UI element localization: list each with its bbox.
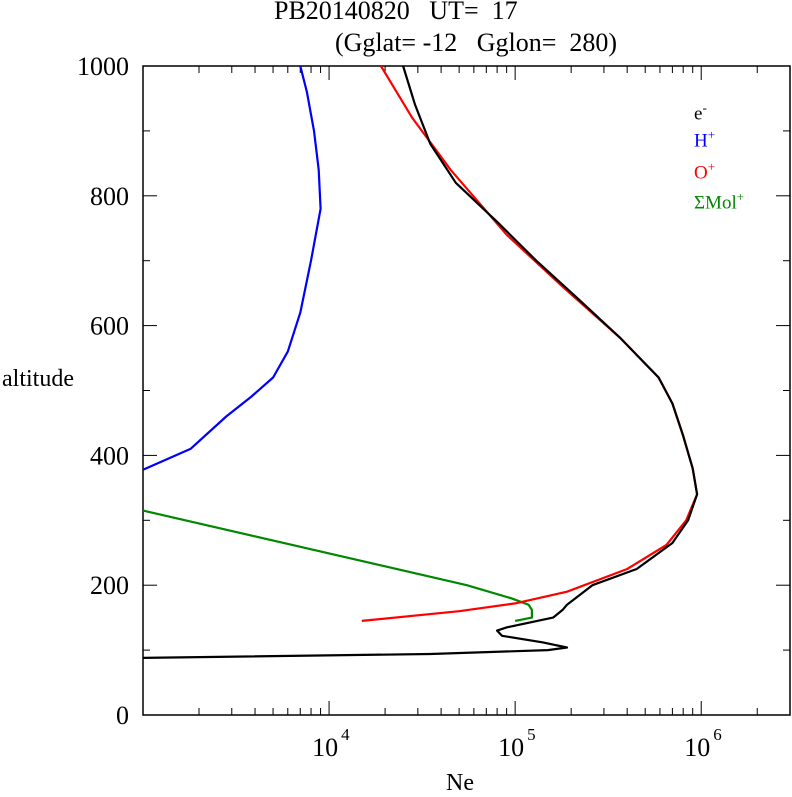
chart-title-line2: (Gglat= -12 Gglon= 280)	[335, 28, 618, 57]
y-tick-label: 600	[90, 312, 129, 341]
x-tick-label-exponent: 6	[713, 725, 722, 744]
x-axis-ticks: 10 4 10 5 10 6	[142, 66, 791, 762]
legend-entry-hydrogen-ion: H+	[694, 127, 715, 152]
series-line-electron	[142, 65, 699, 659]
x-tick-label-exponent: 5	[527, 725, 536, 744]
legend-entry-electron: e-	[694, 100, 707, 125]
y-tick-label: 800	[90, 182, 129, 211]
legend-label-superscript: +	[707, 127, 716, 142]
y-tick-label: 400	[90, 441, 129, 470]
series-line-molecular-ions	[142, 509, 534, 622]
y-tick-label: 200	[90, 571, 129, 600]
legend-entry-molecular-ions: ΣMol+	[694, 189, 744, 214]
x-tick-label: 10	[312, 733, 338, 762]
y-tick-label: 0	[116, 701, 129, 730]
y-axis-ticks: 0 200 400 600 800 1000	[77, 52, 790, 730]
legend-label-superscript: +	[736, 189, 745, 204]
legend-label-superscript: -	[702, 100, 707, 115]
series-line-hydrogen-ion	[142, 65, 322, 471]
legend-label: H	[694, 130, 708, 152]
y-tick-label: 1000	[77, 52, 129, 81]
legend-label: e	[694, 103, 703, 125]
x-tick-label: 10	[498, 733, 524, 762]
chart-title-line1: PB20140820 UT= 17	[274, 0, 518, 25]
series-lines	[142, 65, 699, 659]
x-axis-label: Ne	[446, 770, 474, 796]
plot-frame	[142, 65, 791, 716]
legend-entry-oxygen-ion: O+	[694, 159, 715, 184]
legend-label-superscript: +	[707, 159, 716, 174]
x-tick-label: 10	[684, 733, 710, 762]
legend-label: ΣMol	[694, 192, 737, 214]
legend-label: O	[694, 162, 708, 184]
x-tick-label-exponent: 4	[341, 725, 350, 744]
series-line-oxygen-ion	[361, 65, 699, 622]
y-axis-label: altitude	[2, 366, 74, 392]
